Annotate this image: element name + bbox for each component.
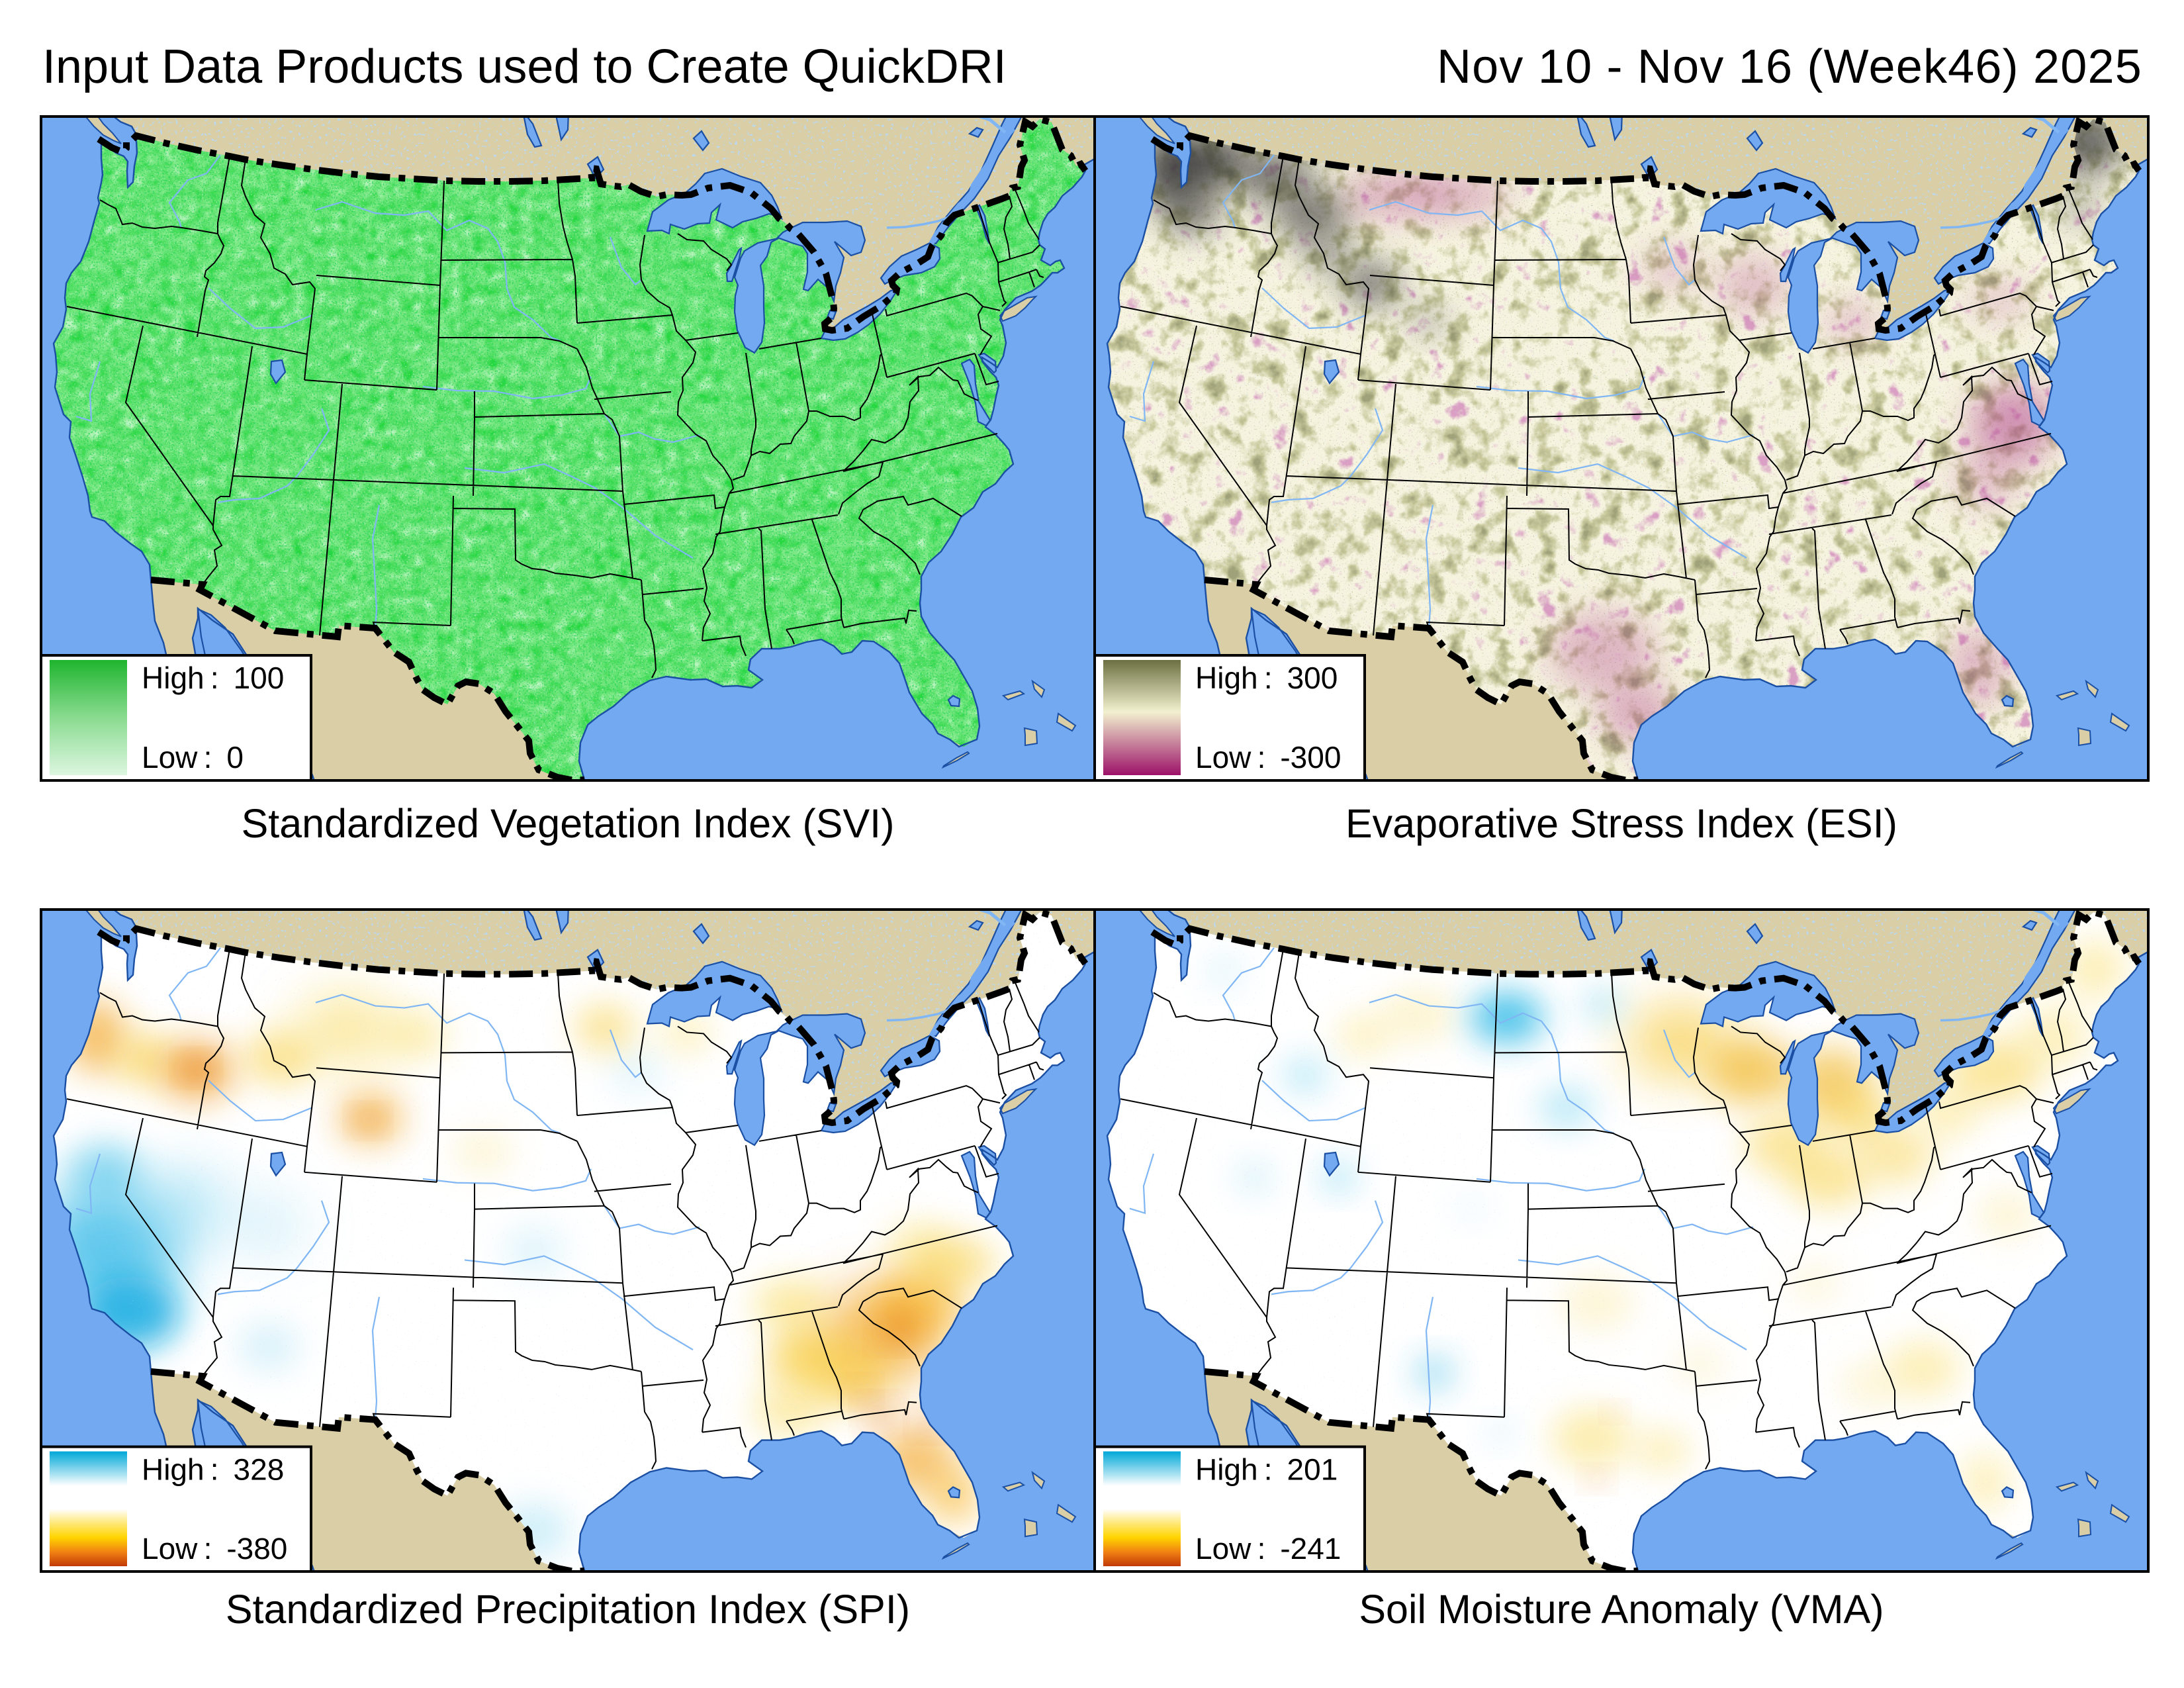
svg-text:High : 100: High : 100 — [142, 661, 284, 695]
svg-text:High : 201: High : 201 — [1195, 1452, 1338, 1486]
svg-text:Low : -300: Low : -300 — [1195, 740, 1341, 774]
svg-text:Low : -241: Low : -241 — [1195, 1531, 1341, 1566]
svg-text:High : 300: High : 300 — [1195, 661, 1338, 695]
svg-text:Low : -380: Low : -380 — [142, 1531, 287, 1566]
svg-text:Low : 0: Low : 0 — [142, 740, 244, 774]
svg-text:High : 328: High : 328 — [142, 1452, 284, 1486]
